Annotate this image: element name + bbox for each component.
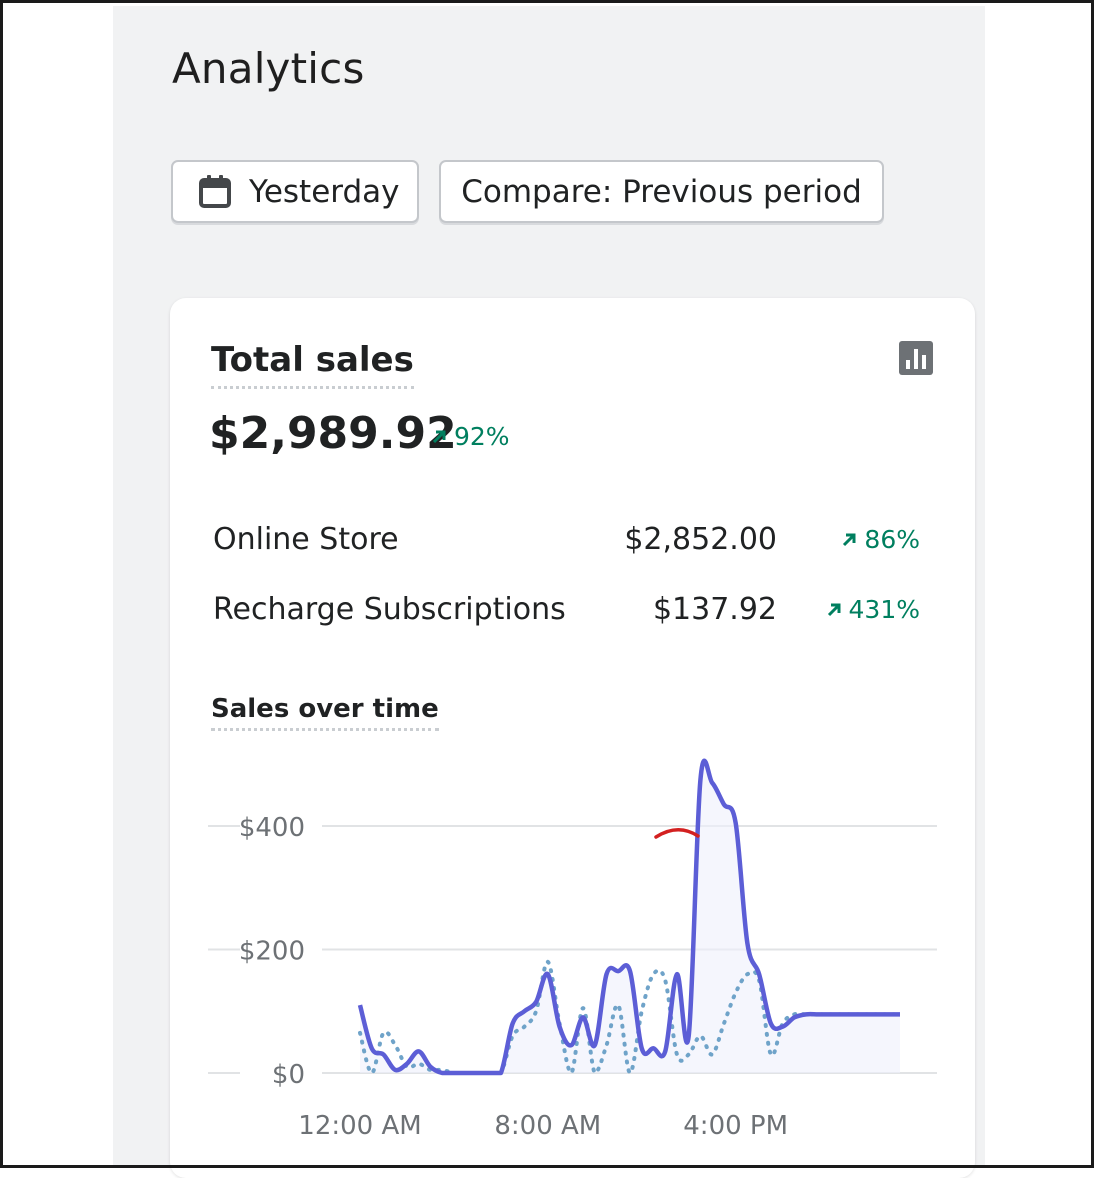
total-sales-change: 92% bbox=[432, 422, 510, 451]
arrow-up-right-icon bbox=[432, 430, 446, 443]
y-tick-label: $0 bbox=[272, 1060, 305, 1090]
calendar-icon bbox=[199, 175, 231, 208]
annotation-mark bbox=[654, 828, 700, 839]
total-sales-value: $2,989.92 bbox=[209, 408, 457, 459]
breakdown-label-recharge: Recharge Subscriptions bbox=[213, 592, 566, 627]
change-text: 431% bbox=[848, 595, 920, 624]
page-title: Analytics bbox=[172, 44, 365, 93]
breakdown-change-recharge: 431% bbox=[827, 595, 920, 624]
bar-chart-icon[interactable] bbox=[899, 341, 933, 375]
total-sales-card: Total sales $2,989.92 92% Online Store $… bbox=[170, 298, 975, 1178]
compare-period-label: Compare: Previous period bbox=[461, 173, 862, 210]
series-line-previous bbox=[358, 959, 902, 1076]
breakdown-label-online-store: Online Store bbox=[213, 522, 399, 557]
chart-title[interactable]: Sales over time bbox=[211, 694, 439, 731]
series-line-current bbox=[357, 758, 900, 1076]
series-area-current bbox=[360, 760, 900, 1073]
card-title[interactable]: Total sales bbox=[211, 340, 414, 389]
x-tick-label: 8:00 AM bbox=[494, 1111, 601, 1141]
y-tick-label: $400 bbox=[239, 813, 305, 843]
breakdown-value-online-store: $2,852.00 bbox=[624, 522, 777, 557]
x-tick-label: 12:00 AM bbox=[298, 1111, 421, 1141]
total-change-text: 92% bbox=[454, 422, 510, 451]
breakdown-value-recharge: $137.92 bbox=[652, 592, 777, 627]
date-range-button[interactable]: Yesterday bbox=[171, 160, 419, 223]
date-range-label: Yesterday bbox=[249, 173, 400, 210]
arrow-up-right-icon bbox=[827, 603, 841, 616]
y-tick-label: $200 bbox=[239, 937, 305, 967]
sales-over-time-chart: $0 $200 $400 12:00 AM 8:00 AM 4:00 PM bbox=[208, 758, 937, 1141]
x-tick-label: 4:00 PM bbox=[683, 1111, 788, 1141]
compare-period-button[interactable]: Compare: Previous period bbox=[439, 160, 884, 223]
breakdown-change-online-store: 86% bbox=[842, 525, 920, 554]
change-text: 86% bbox=[864, 525, 920, 554]
arrow-up-right-icon bbox=[843, 533, 856, 546]
